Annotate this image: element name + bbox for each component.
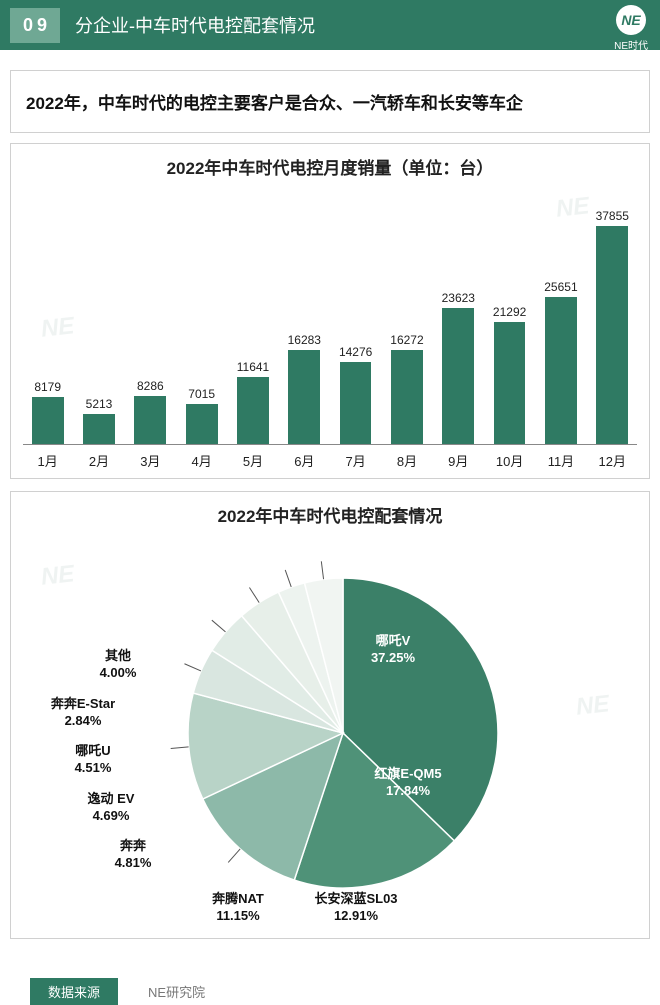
bar-rect bbox=[340, 362, 372, 444]
page-footer: 数据来源 NE研究院 bbox=[0, 977, 660, 1005]
pie-slice-label: 其他4.00% bbox=[63, 648, 173, 682]
bar-chart-xaxis: 1月 2月 3月 4月 5月 6月 7月 8月 9月 10月 11月 12月 bbox=[23, 445, 637, 470]
bar-rect bbox=[186, 404, 218, 444]
bar-column: 8286 bbox=[128, 379, 173, 444]
x-axis-label: 4月 bbox=[179, 451, 224, 470]
x-axis-label: 2月 bbox=[76, 451, 121, 470]
bar-value-label: 23623 bbox=[442, 291, 475, 305]
pie-slice-label: 红旗E-QM517.84% bbox=[353, 766, 463, 800]
bar-chart-panel: 2022年中车时代电控月度销量（单位：台） 8179 5213 8286 7015 11… bbox=[10, 143, 650, 479]
bar-rect bbox=[32, 397, 64, 444]
header-title: 分企业-中车时代电控配套情况 bbox=[75, 12, 315, 38]
bar-rect bbox=[83, 414, 115, 444]
bar-rect bbox=[134, 396, 166, 444]
brand-logo: NE NE时代 bbox=[614, 5, 648, 52]
footer-badge: 数据来源 bbox=[30, 978, 118, 1005]
bar-column: 16272 bbox=[384, 333, 429, 444]
logo-icon: NE bbox=[616, 5, 646, 35]
bar-column: 5213 bbox=[76, 397, 121, 444]
bar-rect bbox=[237, 377, 269, 444]
bar-rect bbox=[288, 350, 320, 444]
bar-value-label: 8179 bbox=[34, 380, 61, 394]
x-axis-label: 7月 bbox=[333, 451, 378, 470]
pie-slice-label: 奔奔E-Star2.84% bbox=[28, 696, 138, 730]
pie-chart-panel: 2022年中车时代电控配套情况 哪吒V37.25% 红旗E-QM517.84% 长安… bbox=[10, 491, 650, 939]
x-axis-label: 1月 bbox=[25, 451, 70, 470]
bar-value-label: 14276 bbox=[339, 345, 372, 359]
footer-source: NE研究院 bbox=[148, 982, 205, 1001]
bar-rect bbox=[442, 308, 474, 444]
bar-column: 23623 bbox=[436, 291, 481, 444]
bar-column: 14276 bbox=[333, 345, 378, 444]
bar-column: 8179 bbox=[25, 380, 70, 444]
bar-value-label: 16283 bbox=[288, 333, 321, 347]
x-axis-label: 12月 bbox=[590, 451, 635, 470]
bar-value-label: 5213 bbox=[86, 397, 113, 411]
pie-chart-plot: 哪吒V37.25% 红旗E-QM517.84% 长安深蓝SL0312.91%奔腾NA… bbox=[23, 533, 637, 923]
bar-column: 11641 bbox=[230, 360, 275, 444]
page-header: 09 分企业-中车时代电控配套情况 NE NE时代 bbox=[0, 0, 660, 50]
pie-slice-label: 长安深蓝SL0312.91% bbox=[301, 891, 411, 925]
bar-column: 16283 bbox=[282, 333, 327, 444]
pie-slice-label: 奔腾NAT11.15% bbox=[183, 891, 293, 925]
bar-column: 37855 bbox=[590, 209, 635, 444]
bar-rect bbox=[391, 350, 423, 444]
bar-value-label: 37855 bbox=[596, 209, 629, 223]
pie-chart-title: 2022年中车时代电控配套情况 bbox=[23, 502, 637, 527]
x-axis-label: 8月 bbox=[384, 451, 429, 470]
logo-text: NE时代 bbox=[614, 37, 648, 52]
pie-slice-label: 哪吒U4.51% bbox=[38, 743, 148, 777]
x-axis-label: 10月 bbox=[487, 451, 532, 470]
bar-value-label: 11641 bbox=[237, 360, 269, 374]
bar-column: 21292 bbox=[487, 305, 532, 444]
bar-value-label: 25651 bbox=[544, 280, 577, 294]
pie-slice-label: 哪吒V37.25% bbox=[338, 633, 448, 667]
bar-value-label: 16272 bbox=[390, 333, 423, 347]
bar-value-label: 7015 bbox=[188, 387, 215, 401]
subtitle-panel: 2022年，中车时代的电控主要客户是合众、一汽轿车和长安等车企 bbox=[10, 70, 650, 133]
page-number: 09 bbox=[10, 8, 60, 43]
subtitle-text: 2022年，中车时代的电控主要客户是合众、一汽轿车和长安等车企 bbox=[26, 89, 634, 114]
x-axis-label: 11月 bbox=[538, 451, 583, 470]
x-axis-label: 5月 bbox=[230, 451, 275, 470]
bar-column: 7015 bbox=[179, 387, 224, 444]
x-axis-label: 9月 bbox=[436, 451, 481, 470]
bar-rect bbox=[494, 322, 526, 444]
pie-slice-label: 奔奔4.81% bbox=[78, 838, 188, 872]
bar-chart-title: 2022年中车时代电控月度销量（单位：台） bbox=[23, 154, 637, 179]
bar-value-label: 8286 bbox=[137, 379, 164, 393]
pie-slice-label: 逸动 EV4.69% bbox=[56, 791, 166, 825]
bar-rect bbox=[596, 226, 628, 444]
x-axis-label: 6月 bbox=[282, 451, 327, 470]
bar-column: 25651 bbox=[538, 280, 583, 444]
bar-rect bbox=[545, 297, 577, 444]
bar-chart-plot: 8179 5213 8286 7015 11641 16283 14276 16272 2362… bbox=[23, 185, 637, 445]
x-axis-label: 3月 bbox=[128, 451, 173, 470]
bar-value-label: 21292 bbox=[493, 305, 526, 319]
